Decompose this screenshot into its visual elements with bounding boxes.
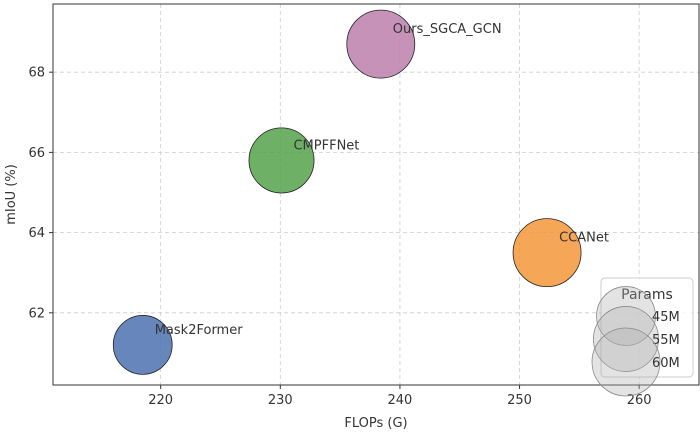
legend-label: 45M — [652, 310, 680, 325]
point-labels: Mask2Former CMPFFNet Ours_SGCA_GCN CCANet — [155, 22, 609, 338]
y-axis-label: mIoU (%) — [4, 164, 19, 225]
point-label: Ours_SGCA_GCN — [393, 22, 502, 37]
legend-label: 60M — [652, 356, 680, 371]
legend-marker — [593, 306, 659, 372]
y-tick-label: 68 — [28, 66, 45, 81]
point-cmpffnet — [248, 127, 315, 194]
point-mask2former — [112, 315, 173, 375]
x-axis-label: FLOPs (G) — [344, 416, 407, 431]
y-tick-label: 64 — [28, 226, 45, 241]
plot-frame — [52, 3, 700, 386]
legend-box — [600, 277, 694, 378]
point-label: CCANet — [559, 231, 609, 246]
x-tick-label: 240 — [388, 393, 413, 408]
legend-label: 55M — [652, 333, 680, 348]
point-label: Mask2Former — [155, 323, 244, 338]
x-tick-label: 250 — [507, 393, 532, 408]
y-tick-label: 66 — [28, 146, 45, 161]
point-ccanet — [512, 218, 582, 288]
point-label: CMPFFNet — [293, 138, 359, 153]
x-tick-label: 220 — [148, 393, 173, 408]
x-tick-label: 260 — [627, 393, 652, 408]
axis-ticks: 220 230 240 250 260 62 64 66 68 — [28, 66, 651, 408]
point-ours-sgca-gcn — [346, 9, 416, 79]
y-tick-label: 62 — [28, 306, 45, 321]
data-points — [112, 9, 582, 375]
x-tick-label: 230 — [268, 393, 293, 408]
legend-marker — [596, 286, 656, 346]
legend-marker — [591, 327, 661, 397]
